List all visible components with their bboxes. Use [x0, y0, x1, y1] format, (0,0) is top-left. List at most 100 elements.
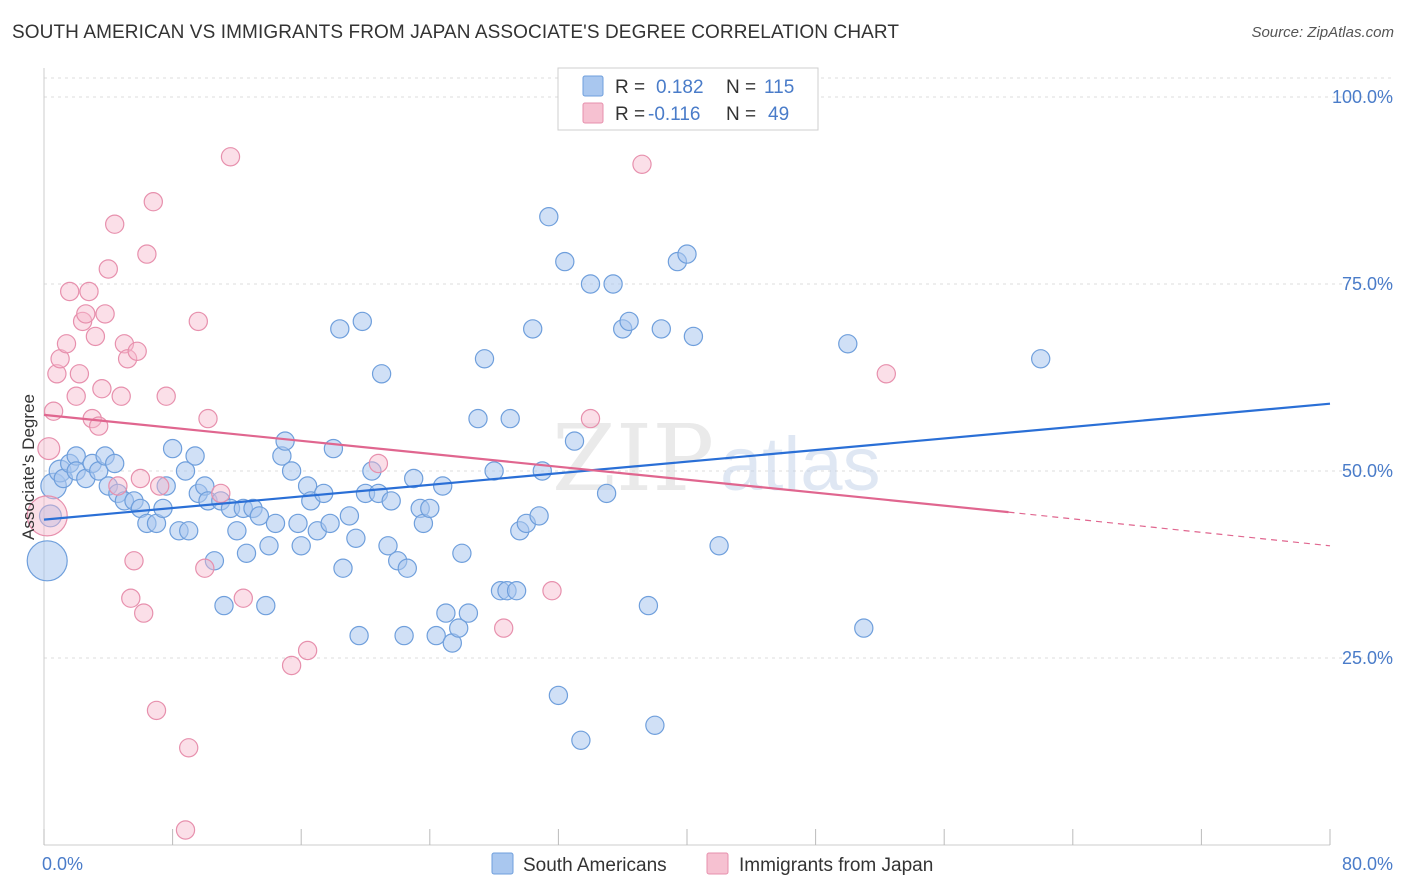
point-japan [66, 386, 86, 406]
legend-n-label-2: N = [726, 104, 756, 125]
point-japan [211, 483, 231, 504]
gridlines [44, 77, 1392, 659]
series-1-points [26, 147, 896, 840]
watermark-zip: ZIP [552, 405, 714, 512]
point-japan [175, 820, 196, 840]
point-south-americans [548, 685, 569, 706]
point-south-americans [320, 513, 340, 534]
series-label-south-americans: South Americans [523, 855, 667, 876]
point-south-americans [596, 483, 617, 504]
point-japan [580, 408, 601, 429]
point-south-americans [564, 431, 585, 451]
x-tick-label-0: 0.0% [42, 854, 83, 874]
point-south-americans [259, 536, 279, 556]
point-japan [297, 640, 318, 661]
point-south-americans [683, 326, 704, 347]
stats-legend: R = 0.182 N = 115 R = -0.116 N = 49 [557, 67, 819, 131]
point-south-americans [256, 595, 276, 616]
point-south-americans [204, 551, 225, 571]
point-south-americans [449, 618, 469, 638]
point-south-americans [185, 446, 205, 466]
point-south-americans [404, 468, 424, 489]
legend-r-label-1: R = [615, 77, 645, 98]
point-japan [220, 147, 241, 167]
trend-line-0 [43, 402, 1331, 521]
point-japan [632, 154, 652, 174]
point-japan [60, 281, 80, 302]
point-japan [188, 311, 208, 332]
point-japan [143, 192, 163, 212]
point-japan [233, 588, 253, 608]
point-japan [156, 386, 176, 406]
point-south-americans [426, 625, 446, 646]
point-japan [124, 551, 144, 571]
point-south-americans [249, 506, 270, 526]
point-south-americans [1031, 349, 1051, 369]
watermark: ZIP atlas [552, 405, 881, 512]
point-south-americans [288, 513, 308, 534]
point-japan [198, 408, 218, 429]
point-south-americans [433, 476, 453, 496]
point-japan [127, 341, 147, 361]
legend-n-label-1: N = [726, 77, 756, 98]
point-south-americans [580, 274, 601, 294]
y-tick-label-2: 50.0% [1342, 461, 1393, 481]
point-japan [121, 588, 141, 608]
point-japan [26, 495, 68, 537]
point-south-americans [500, 408, 520, 429]
point-south-americans [362, 461, 382, 481]
point-south-americans [468, 408, 488, 429]
point-south-americans [323, 438, 344, 459]
point-japan [76, 304, 96, 324]
point-japan [542, 581, 562, 601]
series-swatch-japan [706, 852, 729, 875]
point-japan [368, 453, 389, 474]
point-south-americans [523, 319, 543, 339]
point-japan [98, 259, 118, 279]
point-south-americans [162, 438, 183, 459]
y-tick-label-0: 100.0% [1332, 87, 1393, 107]
point-south-americans [506, 581, 527, 601]
point-south-americans [539, 207, 559, 227]
point-south-americans [638, 595, 659, 616]
point-japan [95, 304, 115, 324]
point-japan [281, 655, 302, 676]
point-south-americans [458, 603, 479, 623]
legend-n-value-2: 49 [768, 104, 789, 125]
point-japan [179, 738, 199, 758]
y-tick-label-1: 75.0% [1342, 274, 1393, 294]
point-south-americans [709, 536, 729, 556]
point-south-americans [397, 558, 417, 578]
legend-swatch-pink [582, 102, 604, 124]
point-japan [134, 603, 154, 623]
point-japan [876, 364, 896, 384]
point-south-americans [571, 730, 591, 750]
point-south-americans [371, 364, 392, 384]
series-swatch-south-americans [491, 852, 514, 875]
point-south-americans [645, 715, 665, 735]
point-japan [85, 326, 106, 347]
y-axis-label: Associate's Degree [19, 394, 38, 540]
source-label: Source: ZipAtlas.com [1251, 24, 1394, 41]
point-south-americans [452, 543, 472, 563]
point-japan [47, 364, 67, 384]
point-japan [37, 437, 61, 461]
trend-line-1-extension [1008, 511, 1331, 547]
point-japan [111, 386, 131, 406]
point-south-americans [330, 319, 350, 339]
legend-r-value-2: -0.116 [648, 104, 700, 125]
legend-n-value-1: 115 [764, 77, 794, 98]
legend-r-label-2: R = [615, 104, 645, 125]
point-japan [150, 476, 170, 496]
point-south-americans [291, 536, 311, 556]
point-south-americans [339, 506, 360, 526]
point-japan [117, 349, 138, 369]
trend-line-1 [43, 413, 1009, 514]
trend-lines [43, 402, 1331, 547]
y-tick-labels: 100.0% 75.0% 50.0% 25.0% [1332, 87, 1393, 668]
x-tick-labels: 0.0% 80.0% [42, 854, 1393, 874]
chart-title: SOUTH AMERICAN VS IMMIGRANTS FROM JAPAN … [12, 22, 900, 43]
series-legend: South Americans Immigrants from Japan [491, 852, 933, 876]
point-south-americans [333, 558, 353, 578]
